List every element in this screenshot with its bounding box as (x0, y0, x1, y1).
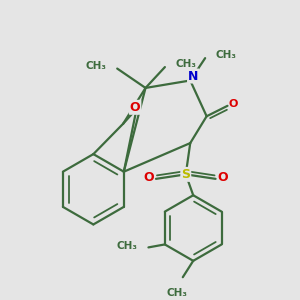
Text: O: O (130, 101, 140, 114)
Text: N: N (188, 70, 198, 83)
Text: O: O (143, 171, 154, 184)
Text: CH₃: CH₃ (117, 241, 138, 251)
Text: CH₃: CH₃ (86, 61, 107, 70)
Text: O: O (229, 99, 238, 109)
Text: CH₃: CH₃ (166, 288, 187, 298)
Text: O: O (218, 171, 228, 184)
Text: CH₃: CH₃ (216, 50, 237, 60)
Text: CH₃: CH₃ (175, 59, 196, 69)
Text: S: S (181, 168, 190, 181)
